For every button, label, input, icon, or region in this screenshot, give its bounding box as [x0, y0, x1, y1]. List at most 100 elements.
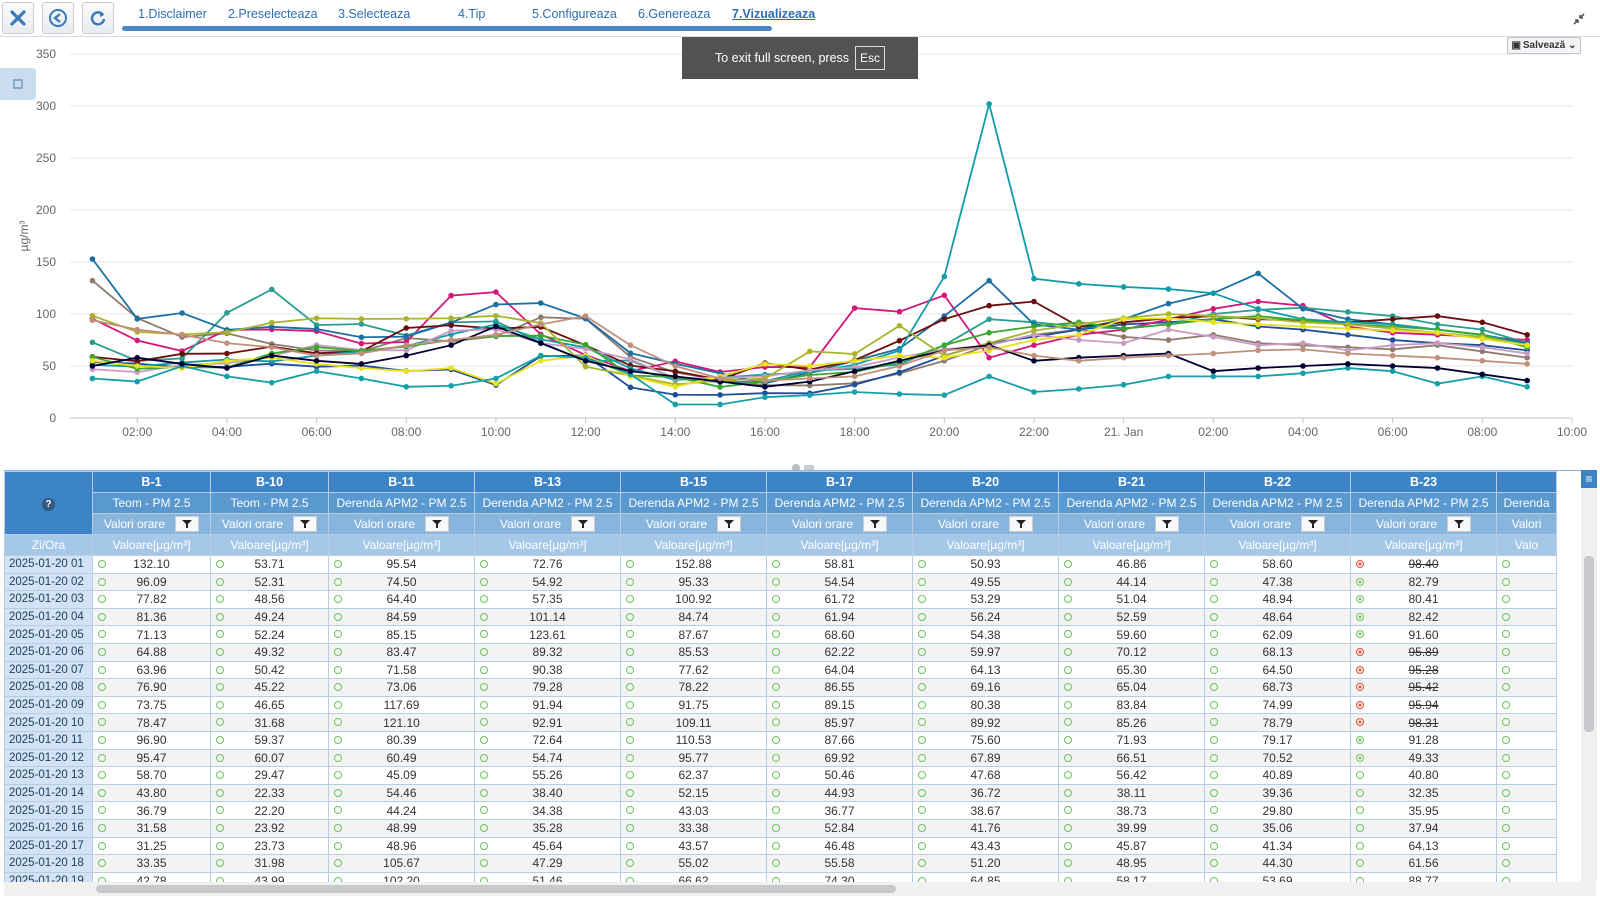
filter-icon[interactable] [863, 516, 888, 533]
status-indicator-icon [1502, 771, 1510, 780]
filter-icon[interactable] [175, 516, 200, 533]
column-header-source: Derenda APM2 - PM 2.5 [1058, 492, 1205, 514]
y-tick-label: 100 [36, 307, 56, 321]
status-indicator-icon [334, 577, 342, 586]
status-indicator-icon [626, 876, 634, 883]
data-point [1120, 354, 1127, 361]
filter-icon[interactable] [717, 516, 742, 533]
column-menu-button[interactable]: ≡ [1581, 470, 1597, 488]
close-button[interactable] [2, 2, 34, 34]
filter-icon[interactable] [293, 516, 318, 533]
status-indicator-icon [1064, 841, 1072, 850]
value-cell: 48.94 [1204, 590, 1351, 609]
x-tick-label: 10:00 [1557, 425, 1587, 439]
value-text: 44.93 [824, 786, 855, 801]
data-point [448, 328, 454, 334]
step-preselecteaza[interactable]: 2.Preselecteaza [228, 7, 318, 21]
value-cell: 38.67 [912, 801, 1059, 820]
value-unit-header: Valo [1496, 534, 1557, 556]
column-header-source: Derenda APM2 - PM 2.5 [474, 492, 621, 514]
step-vizualizeaza[interactable]: 7.Vizualizeaza [732, 7, 816, 21]
value-text: 48.95 [1116, 856, 1147, 871]
data-point [851, 368, 858, 375]
filter-icon[interactable] [1155, 516, 1180, 533]
data-point [1210, 313, 1217, 319]
data-point [941, 392, 948, 398]
status-indicator-icon [1356, 647, 1364, 656]
step-selecteaza[interactable]: 3.Selecteaza [338, 7, 411, 21]
column-header-station: B-21 [1058, 471, 1205, 493]
side-panel-toggle[interactable] [0, 68, 36, 100]
help-icon[interactable]: ? [42, 498, 55, 511]
row-time-label: 2025-01-20 10 [4, 713, 93, 732]
value-cell: 89.92 [912, 713, 1059, 732]
status-indicator-icon [772, 788, 780, 797]
data-point [1076, 337, 1082, 343]
data-point [448, 315, 454, 322]
value-cell: 33.38 [620, 818, 767, 838]
value-cell [1496, 818, 1557, 838]
data-point [1255, 270, 1261, 277]
table-row: 2025-01-20 02 96.09 52.31 74.50 54.92 95.33 54… [4, 572, 1557, 592]
value-text: 88.77 [1408, 873, 1439, 883]
status-indicator-icon [1064, 735, 1072, 744]
value-text: 55.58 [824, 856, 855, 871]
filter-icon[interactable] [1009, 516, 1034, 533]
status-indicator-icon [1210, 735, 1218, 744]
value-text: 34.38 [532, 803, 563, 818]
data-point [358, 375, 365, 382]
data-point [1300, 346, 1306, 353]
status-indicator-icon [480, 595, 488, 604]
data-point [1165, 300, 1172, 307]
value-cell: 121.10 [328, 713, 475, 732]
step-tip[interactable]: 4.Tip [458, 7, 486, 21]
value-cell: 64.13 [1350, 836, 1497, 856]
status-indicator-icon [626, 753, 634, 762]
status-indicator-icon [216, 718, 224, 727]
step-genereaza[interactable]: 6.Genereaza [638, 7, 711, 21]
back-button[interactable] [42, 2, 74, 34]
status-indicator-icon [626, 595, 634, 604]
refresh-button[interactable] [82, 2, 114, 34]
refresh-icon [90, 11, 106, 26]
wizard-progress-bar [122, 26, 772, 31]
exit-fullscreen-button[interactable] [1572, 12, 1586, 29]
status-indicator-icon [216, 665, 224, 674]
value-cell: 83.47 [328, 642, 475, 662]
filter-icon[interactable] [425, 516, 450, 533]
status-indicator-icon [1502, 753, 1510, 762]
table-header-row: Valori orare Valori orare Valori orare Valo… [5, 513, 1557, 535]
filter-icon[interactable] [571, 516, 596, 533]
table-row: 2025-01-20 19 42.78 43.99 102.20 51.46 66.62 7… [4, 871, 1557, 883]
value-text: 48.96 [386, 838, 417, 853]
step-disclaimer[interactable]: 1.Disclaimer [138, 7, 207, 21]
data-point [986, 329, 992, 336]
status-indicator-icon [1210, 876, 1218, 883]
value-cell: 101.14 [474, 607, 621, 627]
value-cell: 85.97 [766, 713, 913, 732]
value-cell: 82.79 [1350, 572, 1497, 592]
row-time-label: 2025-01-20 06 [4, 642, 93, 662]
value-text: 72.76 [532, 557, 563, 572]
value-text: 71.13 [136, 627, 167, 642]
horizontal-scrollbar[interactable] [96, 885, 896, 893]
column-header-station: B-20 [912, 471, 1059, 493]
data-point [1524, 384, 1530, 390]
value-text: 77.82 [136, 592, 167, 607]
save-button[interactable]: ▣ Salvează ⌄ [1507, 37, 1581, 54]
status-indicator-icon [1502, 823, 1510, 832]
data-point [403, 347, 410, 354]
status-indicator-icon [1356, 718, 1364, 727]
vertical-scrollbar[interactable] [1584, 556, 1594, 732]
step-configureaza[interactable]: 5.Configureaza [532, 7, 617, 21]
value-cell: 57.35 [474, 590, 621, 609]
value-text: 45.09 [386, 768, 417, 783]
value-text: 87.67 [678, 627, 709, 642]
value-cell: 51.04 [1058, 590, 1205, 609]
value-cell: 105.67 [328, 854, 475, 873]
splitter-handle[interactable] [790, 460, 820, 472]
filter-icon[interactable] [1447, 516, 1472, 533]
value-text: 78.22 [678, 680, 709, 695]
column-filter-cell: Valori [1496, 513, 1557, 535]
filter-icon[interactable] [1301, 516, 1326, 533]
